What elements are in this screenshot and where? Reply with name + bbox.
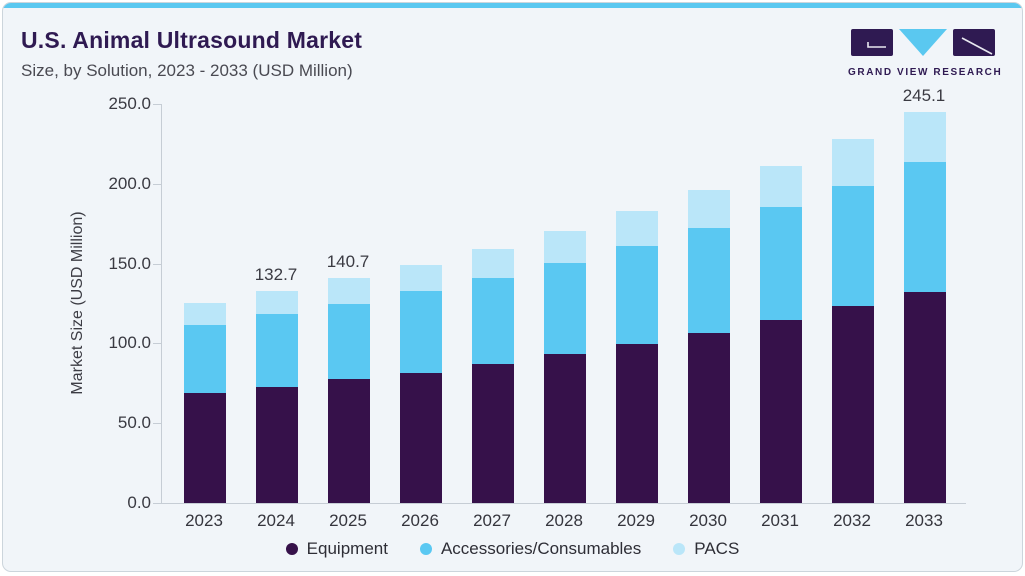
- bar-segment-accessories-consumables-2033: [904, 162, 946, 293]
- y-axis-title: Market Size (USD Million): [69, 211, 86, 395]
- bar-segment-equipment-2023: [184, 392, 226, 503]
- bar-segment-equipment-2026: [400, 372, 442, 503]
- bar-segment-pacs-2029: [616, 211, 658, 247]
- bar-segment-equipment-2024: [256, 386, 298, 503]
- bar-segment-equipment-2027: [472, 363, 514, 503]
- y-tick-mark: [153, 183, 161, 185]
- bar-segment-accessories-consumables-2025: [328, 304, 370, 380]
- chart-legend: Equipment Accessories/Consumables PACS: [3, 539, 1022, 559]
- y-tick-mark: [153, 423, 161, 425]
- bar-total-label-2033: 245.1: [902, 85, 946, 105]
- bar-2026: [400, 264, 442, 503]
- legend-dot-accessories-consumables: [419, 543, 432, 555]
- bar-segment-pacs-2030: [688, 189, 730, 229]
- bar-segment-equipment-2031: [760, 319, 802, 503]
- bar-segment-accessories-consumables-2023: [184, 324, 226, 393]
- bar-total-label-2024: 132.7: [254, 265, 298, 285]
- legend-label-accessories-consumables: Accessories/Consumables: [440, 539, 642, 558]
- x-tick-label-2031: 2031: [761, 511, 799, 530]
- grand-view-research-logo: GRAND VIEW RESEARCH: [848, 28, 1003, 78]
- x-tick-label-2025: 2025: [329, 511, 367, 530]
- top-accent-bar: [3, 3, 1022, 8]
- bar-segment-equipment-2028: [544, 354, 586, 503]
- y-tick-mark: [153, 503, 161, 504]
- x-tick-label-2024: 2024: [257, 511, 295, 530]
- bar-segment-pacs-2023: [184, 303, 226, 325]
- bar-segment-accessories-consumables-2028: [544, 262, 586, 355]
- legend-item-accessories-consumables: Accessories/Consumables: [419, 539, 642, 559]
- x-tick-label-2033: 2033: [905, 511, 943, 530]
- bar-segment-accessories-consumables-2029: [616, 246, 658, 345]
- bar-2033: [904, 111, 946, 503]
- y-tick-label-200.0: 200.0: [108, 173, 151, 193]
- bar-2027: [472, 248, 514, 503]
- y-tick-label-0.0: 0.0: [127, 493, 151, 512]
- bar-2024: [256, 291, 298, 503]
- y-tick-label-100.0: 100.0: [108, 333, 151, 353]
- bar-segment-pacs-2027: [472, 248, 514, 278]
- plot-area: [161, 104, 966, 504]
- bar-segment-accessories-consumables-2030: [688, 228, 730, 334]
- x-tick-label-2026: 2026: [401, 511, 439, 530]
- x-tick-label-2027: 2027: [473, 511, 511, 530]
- bar-segment-pacs-2028: [544, 231, 586, 263]
- bar-segment-pacs-2031: [760, 165, 802, 208]
- y-tick-mark: [153, 104, 161, 105]
- y-tick-mark: [153, 343, 161, 345]
- y-tick-label-150.0: 150.0: [108, 253, 151, 273]
- gvr-logo-icon: [851, 29, 995, 56]
- bar-2031: [760, 165, 802, 503]
- y-tick-mark: [153, 263, 161, 265]
- legend-item-equipment: Equipment: [285, 539, 388, 559]
- bar-segment-accessories-consumables-2027: [472, 277, 514, 364]
- chart-header: U.S. Animal Ultrasound Market Size, by S…: [21, 27, 362, 81]
- bar-segment-pacs-2026: [400, 264, 442, 292]
- bar-segment-accessories-consumables-2024: [256, 314, 298, 387]
- legend-dot-pacs: [673, 543, 686, 555]
- x-tick-label-2032: 2032: [833, 511, 871, 530]
- legend-item-pacs: PACS: [673, 539, 739, 559]
- bar-total-label-2025: 140.7: [326, 252, 370, 272]
- bar-2028: [544, 231, 586, 503]
- bar-segment-accessories-consumables-2026: [400, 291, 442, 373]
- bar-segment-accessories-consumables-2031: [760, 207, 802, 320]
- x-tick-label-2023: 2023: [185, 511, 223, 530]
- x-tick-label-2030: 2030: [689, 511, 727, 530]
- legend-label-pacs: PACS: [694, 539, 740, 558]
- bar-2030: [688, 189, 730, 503]
- bar-segment-accessories-consumables-2032: [832, 185, 874, 306]
- page-subtitle: Size, by Solution, 2023 - 2033 (USD Mill…: [21, 61, 353, 80]
- page-title: U.S. Animal Ultrasound Market: [21, 27, 363, 53]
- y-tick-label-50.0: 50.0: [117, 413, 151, 433]
- bar-2029: [616, 211, 658, 503]
- bar-segment-equipment-2033: [904, 292, 946, 503]
- y-tick-label-250.0: 250.0: [108, 94, 151, 113]
- bar-segment-equipment-2030: [688, 333, 730, 503]
- bar-segment-pacs-2032: [832, 138, 874, 186]
- legend-dot-equipment: [285, 543, 298, 555]
- bar-2025: [328, 278, 370, 503]
- x-tick-label-2029: 2029: [617, 511, 655, 530]
- bar-2023: [184, 303, 226, 503]
- bar-segment-equipment-2029: [616, 344, 658, 503]
- bar-segment-pacs-2024: [256, 291, 298, 315]
- bar-segment-equipment-2025: [328, 379, 370, 503]
- bar-segment-equipment-2032: [832, 305, 874, 503]
- bar-2032: [832, 138, 874, 503]
- logo-wordmark: GRAND VIEW RESEARCH: [848, 67, 1003, 78]
- legend-label-equipment: Equipment: [306, 539, 388, 558]
- x-tick-label-2028: 2028: [545, 511, 583, 530]
- bar-segment-pacs-2025: [328, 278, 370, 305]
- bar-segment-pacs-2033: [904, 111, 946, 163]
